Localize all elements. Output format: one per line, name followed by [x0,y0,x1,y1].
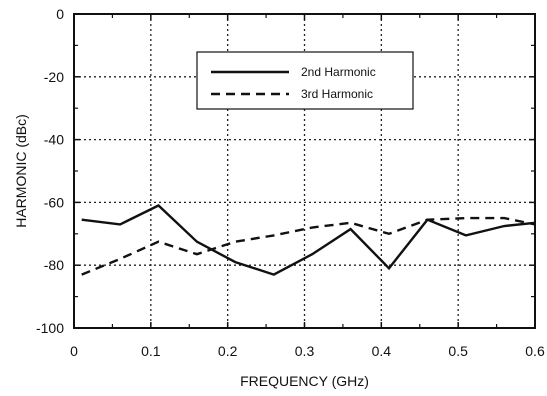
series-line-2nd-harmonic [81,204,536,276]
y-tick-labels: 0 -20 -40 -60 -80 -100 [36,6,64,336]
x-tick-labels: 0 0.1 0.2 0.3 0.4 0.5 0.6 [70,343,545,359]
x-axis-title: FREQUENCY (GHz) [240,373,369,389]
series-layer [81,204,536,276]
legend-label-3rd-harmonic: 3rd Harmonic [301,87,373,101]
x-tick-label: 0.3 [295,343,315,359]
legend-box [196,51,414,110]
x-tick-label: 0 [70,343,78,359]
x-tick-label: 0.5 [448,343,468,359]
x-tick-label: 0.1 [141,343,161,359]
y-tick-label: 0 [56,6,64,22]
x-tick-label: 0.2 [218,343,238,359]
y-tick-label: -60 [44,194,64,210]
legend: 2nd Harmonic 3rd Harmonic [196,51,414,110]
y-axis-title: HARMONIC (dBc) [13,114,29,228]
y-tick-label: -80 [44,257,64,273]
legend-label-2nd-harmonic: 2nd Harmonic [301,65,376,79]
y-tick-label: -40 [44,132,64,148]
y-tick-label: -100 [36,320,64,336]
x-tick-label: 0.6 [525,343,545,359]
y-tick-label: -20 [44,69,64,85]
axis-ticks [73,13,536,329]
series-line-3rd-harmonic [81,216,536,276]
x-tick-label: 0.4 [372,343,392,359]
